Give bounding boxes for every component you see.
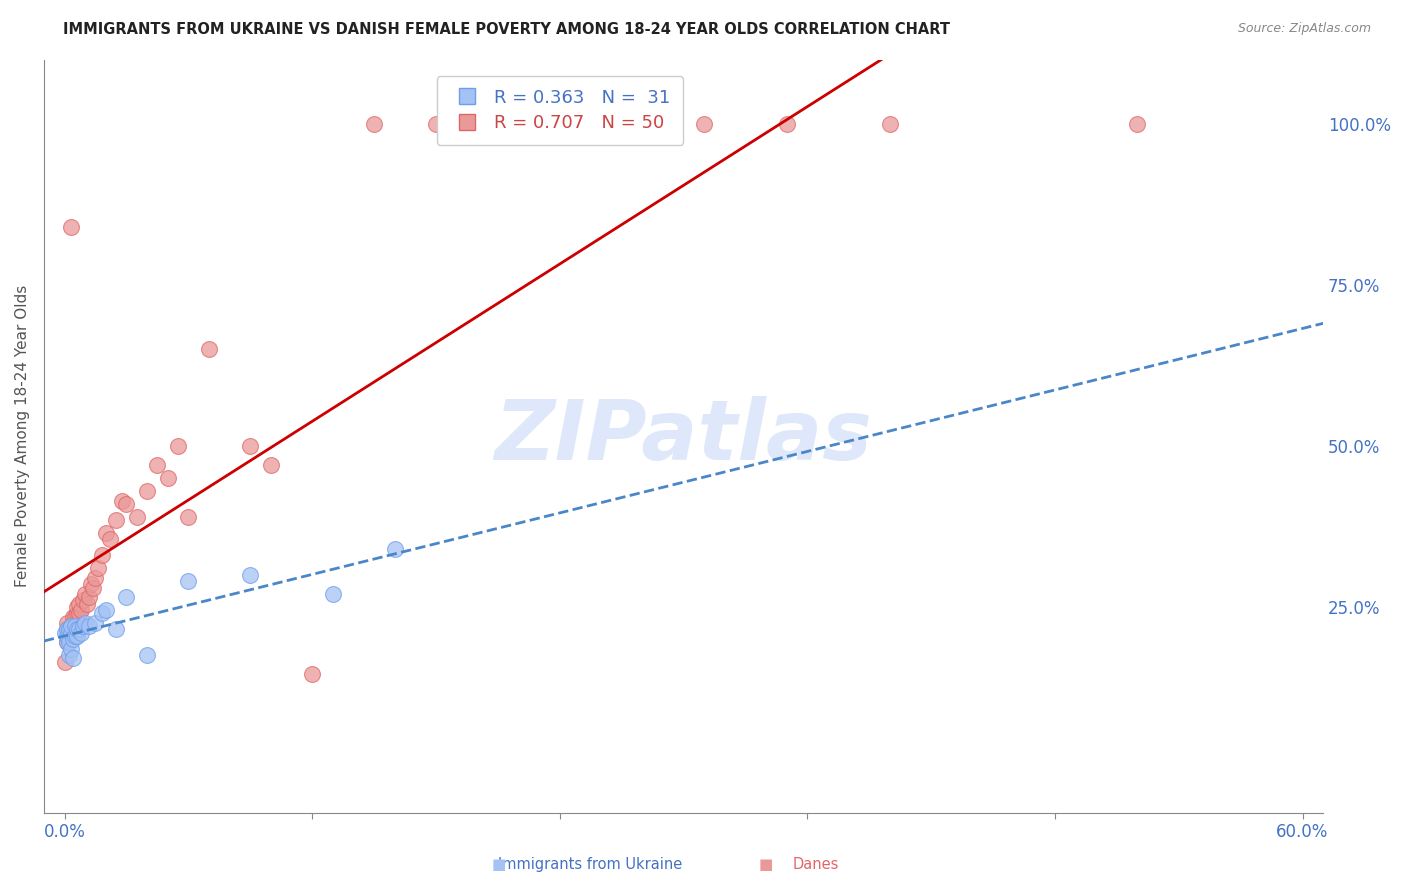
Point <box>776 117 799 131</box>
Point <box>98 533 121 547</box>
Point <box>79 591 101 605</box>
Point <box>70 603 93 617</box>
Point <box>62 632 84 646</box>
Text: Danes: Danes <box>793 857 838 872</box>
Text: Source: ZipAtlas.com: Source: ZipAtlas.com <box>1237 22 1371 36</box>
Point <box>84 615 107 630</box>
Point <box>79 619 101 633</box>
Y-axis label: Female Poverty Among 18-24 Year Olds: Female Poverty Among 18-24 Year Olds <box>15 285 30 587</box>
Point <box>59 619 82 633</box>
Point <box>239 567 262 582</box>
Text: ZIPatlas: ZIPatlas <box>495 396 873 476</box>
Point <box>63 619 86 633</box>
Point <box>67 623 90 637</box>
Point <box>465 117 488 131</box>
Point <box>75 587 97 601</box>
Point <box>55 623 77 637</box>
Text: ■: ■ <box>492 857 506 872</box>
Point <box>589 117 612 131</box>
Point <box>66 629 89 643</box>
Point <box>105 623 128 637</box>
Point <box>72 593 94 607</box>
Point <box>62 609 84 624</box>
Point <box>136 483 159 498</box>
Point <box>58 632 80 646</box>
Legend: R = 0.363   N =  31, R = 0.707   N = 50: R = 0.363 N = 31, R = 0.707 N = 50 <box>437 76 683 145</box>
Point <box>84 571 107 585</box>
Point <box>425 117 447 131</box>
Point <box>63 615 86 630</box>
Point <box>105 513 128 527</box>
Point <box>70 625 93 640</box>
Point <box>363 117 385 131</box>
Point <box>177 574 200 588</box>
Point <box>55 635 77 649</box>
Point <box>59 641 82 656</box>
Point <box>82 581 104 595</box>
Point <box>63 609 86 624</box>
Point <box>55 635 77 649</box>
Point <box>301 667 323 681</box>
Point <box>66 607 89 621</box>
Point <box>58 623 80 637</box>
Point <box>136 648 159 662</box>
Text: Immigrants from Ukraine: Immigrants from Ukraine <box>498 857 683 872</box>
Point <box>90 549 112 563</box>
Point <box>53 655 76 669</box>
Text: IMMIGRANTS FROM UKRAINE VS DANISH FEMALE POVERTY AMONG 18-24 YEAR OLDS CORRELATI: IMMIGRANTS FROM UKRAINE VS DANISH FEMALE… <box>63 22 950 37</box>
Point <box>55 615 77 630</box>
Point <box>198 343 221 357</box>
Point <box>111 493 134 508</box>
Point <box>94 525 117 540</box>
Point <box>693 117 716 131</box>
Point <box>62 651 84 665</box>
Point <box>177 509 200 524</box>
Point <box>879 117 901 131</box>
Point <box>1126 117 1149 131</box>
Point <box>55 623 77 637</box>
Point <box>384 541 406 556</box>
Point <box>58 648 80 662</box>
Point <box>86 561 108 575</box>
Point <box>75 615 97 630</box>
Point <box>67 597 90 611</box>
Point <box>80 577 103 591</box>
Point <box>67 607 90 621</box>
Point <box>156 471 179 485</box>
Point <box>55 629 77 643</box>
Point <box>66 599 89 614</box>
Point <box>53 625 76 640</box>
Point <box>115 591 138 605</box>
Point <box>239 439 262 453</box>
Text: ■: ■ <box>759 857 773 872</box>
Point <box>90 607 112 621</box>
Point <box>115 497 138 511</box>
Point <box>59 625 82 640</box>
Point <box>59 625 82 640</box>
Point <box>76 597 98 611</box>
Point <box>146 458 169 473</box>
Point <box>125 509 148 524</box>
Point <box>66 623 89 637</box>
Point <box>322 587 344 601</box>
Point <box>260 458 283 473</box>
Point <box>167 439 190 453</box>
Point <box>63 629 86 643</box>
Point <box>72 619 94 633</box>
Point <box>58 635 80 649</box>
Point <box>62 623 84 637</box>
Point <box>94 603 117 617</box>
Point <box>58 623 80 637</box>
Point <box>59 219 82 234</box>
Point <box>59 619 82 633</box>
